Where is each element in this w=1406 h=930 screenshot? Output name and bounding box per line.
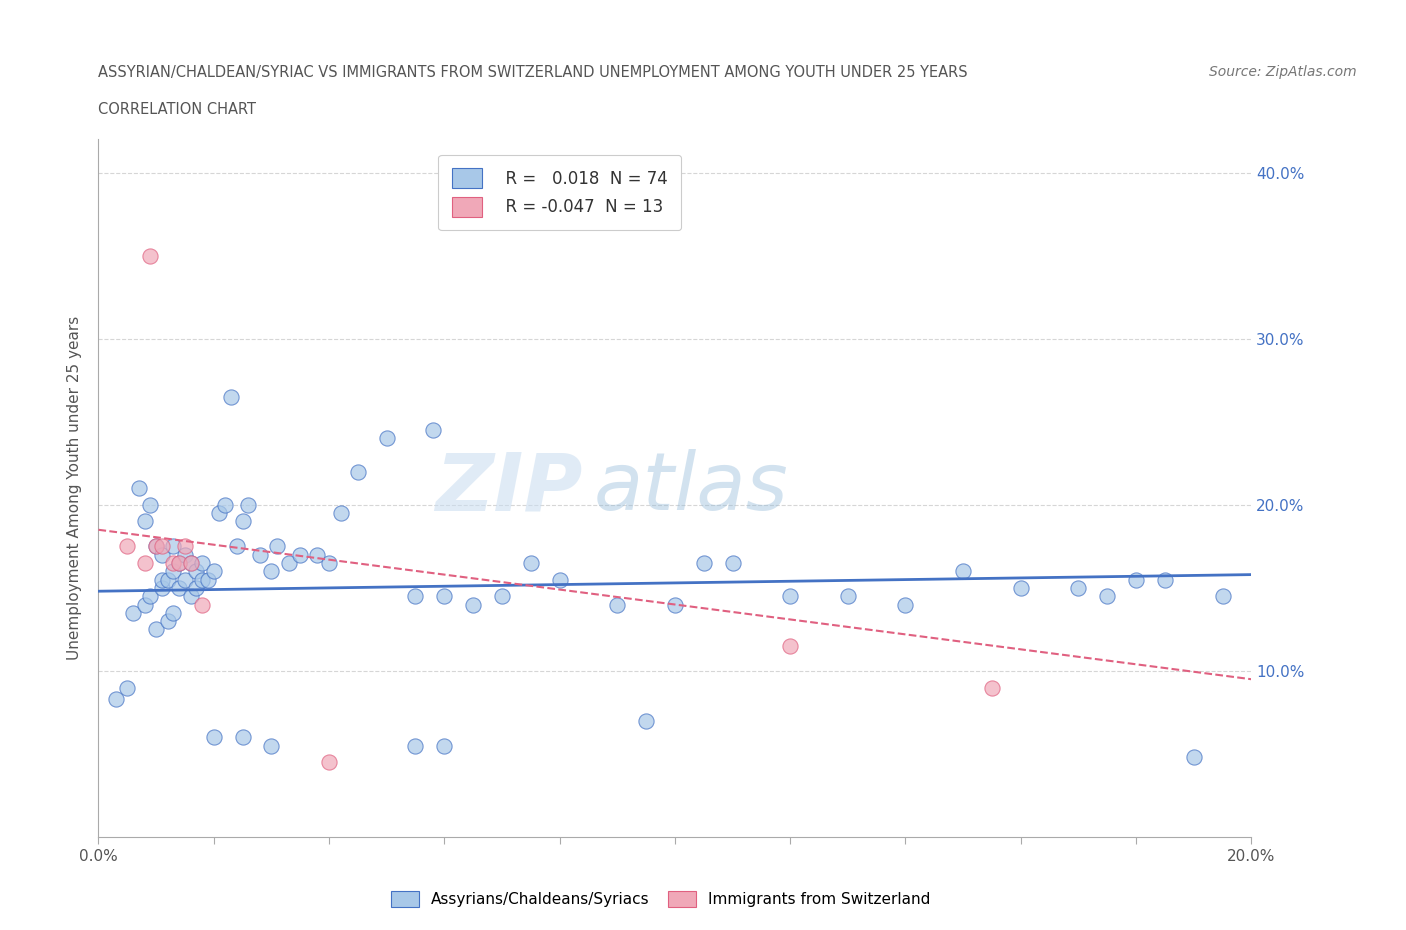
Point [174,547,197,562]
Point [208,506,231,521]
Point [1125,572,1147,587]
Point [249,547,271,562]
Point [1097,589,1119,604]
Text: Source: ZipAtlas.com: Source: ZipAtlas.com [1209,65,1357,79]
Text: atlas: atlas [595,449,789,527]
Point [180,555,202,570]
Point [606,597,628,612]
Y-axis label: Unemployment Among Youth under 25 years: Unemployment Among Youth under 25 years [67,316,83,660]
Point [952,564,974,578]
Point [197,572,219,587]
Legend:   R =   0.018  N = 74,   R = -0.047  N = 13: R = 0.018 N = 74, R = -0.047 N = 13 [439,154,681,231]
Point [1154,572,1177,587]
Point [180,589,202,604]
Point [219,390,242,405]
Point [231,730,254,745]
Point [1212,589,1234,604]
Point [134,514,156,529]
Point [139,248,162,263]
Point [117,680,139,695]
Point [167,555,190,570]
Point [260,564,283,578]
Point [128,481,150,496]
Point [180,555,202,570]
Point [145,539,167,554]
Text: ASSYRIAN/CHALDEAN/SYRIAC VS IMMIGRANTS FROM SWITZERLAND UNEMPLOYMENT AMONG YOUTH: ASSYRIAN/CHALDEAN/SYRIAC VS IMMIGRANTS F… [98,65,969,80]
Point [162,564,184,578]
Point [202,730,225,745]
Point [134,555,156,570]
Point [156,614,179,629]
Text: CORRELATION CHART: CORRELATION CHART [98,102,256,117]
Point [167,580,190,595]
Point [779,589,801,604]
Point [461,597,484,612]
Point [122,605,145,620]
Point [346,464,368,479]
Point [186,564,208,578]
Point [225,539,247,554]
Point [375,431,398,445]
Legend: Assyrians/Chaldeans/Syriacs, Immigrants from Switzerland: Assyrians/Chaldeans/Syriacs, Immigrants … [385,884,936,913]
Point [167,555,190,570]
Point [139,589,162,604]
Point [894,597,917,612]
Point [491,589,513,604]
Point [134,597,156,612]
Point [145,622,167,637]
Point [174,572,197,587]
Point [277,555,299,570]
Point [422,422,444,438]
Point [117,539,139,554]
Point [433,738,456,753]
Point [191,572,214,587]
Point [162,555,184,570]
Point [238,498,260,512]
Point [145,539,167,554]
Point [156,572,179,587]
Point [693,555,716,570]
Point [214,498,236,512]
Point [191,555,214,570]
Point [721,555,744,570]
Point [664,597,686,612]
Point [260,738,283,753]
Point [405,589,427,604]
Point [329,506,352,521]
Point [307,547,329,562]
Point [318,755,340,770]
Point [318,555,340,570]
Point [139,498,162,512]
Point [162,539,184,554]
Point [162,605,184,620]
Point [104,692,127,707]
Point [837,589,859,604]
Point [150,572,173,587]
Point [150,580,173,595]
Point [520,555,543,570]
Point [1067,580,1090,595]
Point [1010,580,1032,595]
Point [548,572,571,587]
Point [266,539,288,554]
Point [405,738,427,753]
Point [636,713,658,728]
Point [186,580,208,595]
Point [174,539,197,554]
Text: ZIP: ZIP [436,449,582,527]
Point [231,514,254,529]
Point [779,639,801,654]
Point [150,539,173,554]
Point [191,597,214,612]
Point [150,547,173,562]
Point [202,564,225,578]
Point [1182,750,1205,764]
Point [981,680,1004,695]
Point [433,589,456,604]
Point [290,547,312,562]
